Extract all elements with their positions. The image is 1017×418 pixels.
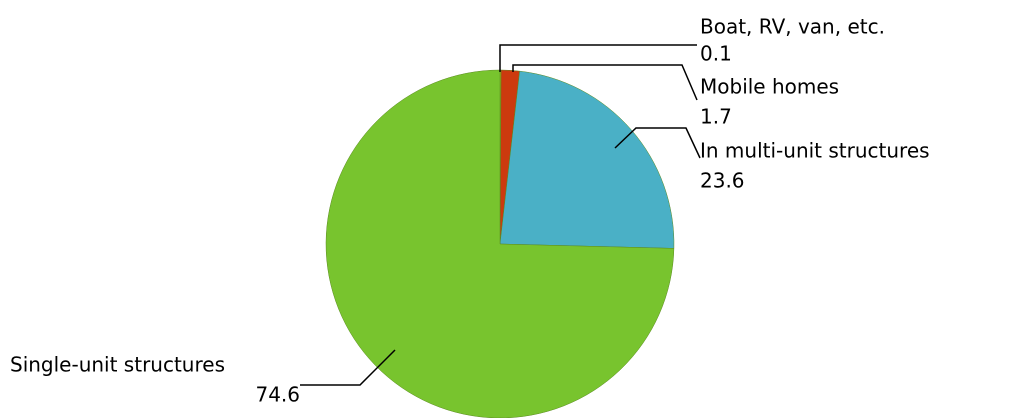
leader-line <box>499 44 697 72</box>
slice-value: 0.1 <box>700 42 732 66</box>
slice-value: 74.6 <box>255 383 300 407</box>
pie-slice <box>325 69 675 418</box>
slice-label: In multi-unit structures <box>700 139 930 163</box>
slice-value: 1.7 <box>700 105 732 129</box>
leader-line <box>512 64 698 101</box>
leader-line <box>614 127 701 159</box>
leader-line <box>300 349 396 386</box>
slice-value: 23.6 <box>700 169 745 193</box>
slice-label: Boat, RV, van, etc. <box>700 15 885 39</box>
pie-slice <box>499 70 675 249</box>
slice-label: Mobile homes <box>700 75 839 99</box>
slice-label: Single-unit structures <box>10 353 225 377</box>
